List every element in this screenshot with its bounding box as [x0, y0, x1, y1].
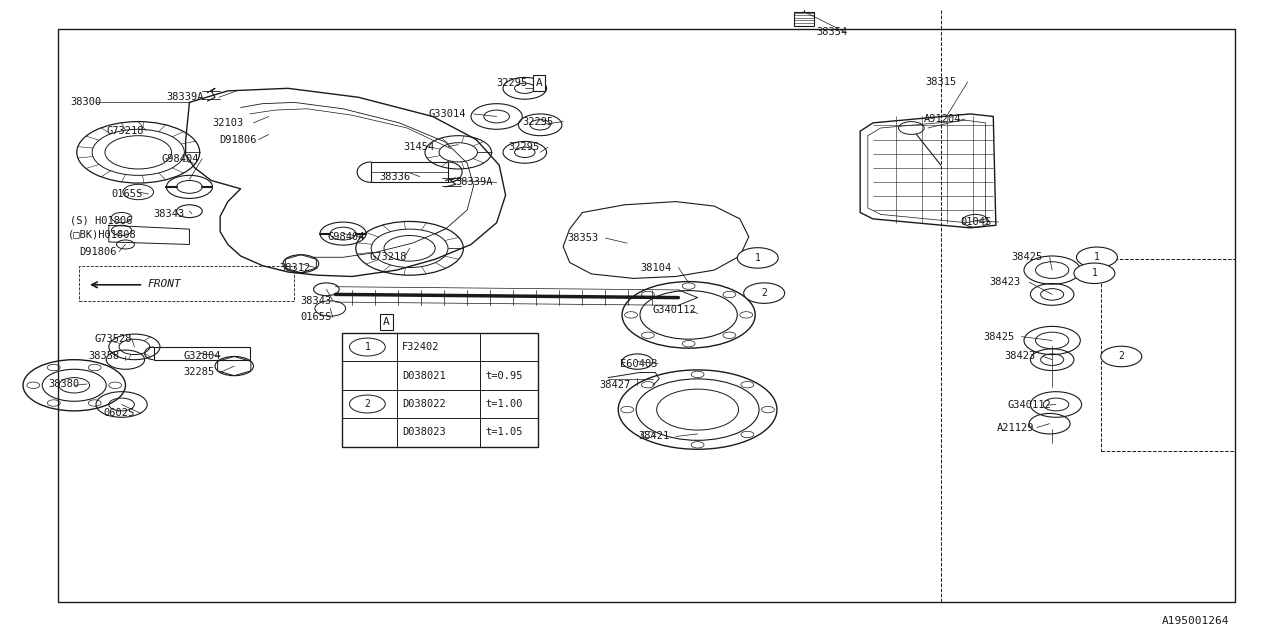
Text: t=1.05: t=1.05 [485, 428, 522, 438]
Text: D91806: D91806 [79, 246, 116, 257]
Circle shape [1076, 247, 1117, 268]
Text: D038021: D038021 [402, 371, 445, 381]
Text: t=1.00: t=1.00 [485, 399, 522, 409]
Text: 38315: 38315 [925, 77, 956, 87]
Text: G33014: G33014 [429, 109, 466, 119]
Text: 1: 1 [1094, 252, 1100, 262]
Bar [154, 347, 250, 360]
Text: 0602S: 0602S [104, 408, 134, 419]
Circle shape [349, 338, 385, 356]
Text: 38300: 38300 [70, 97, 101, 108]
Bar [371, 162, 448, 182]
Text: t=0.95: t=0.95 [485, 371, 522, 381]
Text: 2: 2 [365, 399, 370, 409]
Text: A21129: A21129 [997, 422, 1034, 433]
Text: 32103: 32103 [212, 118, 243, 128]
Text: 38343: 38343 [154, 209, 184, 219]
Text: 38353: 38353 [567, 233, 598, 243]
Text: 38380: 38380 [49, 379, 79, 389]
Text: 32295: 32295 [522, 116, 553, 127]
Text: G98404: G98404 [161, 154, 198, 164]
Text: D038022: D038022 [402, 399, 445, 409]
Text: 38336: 38336 [379, 172, 410, 182]
Text: G32804: G32804 [183, 351, 220, 361]
Text: G340112: G340112 [1007, 400, 1051, 410]
Bar [1101, 259, 1235, 451]
Text: 38427: 38427 [599, 380, 630, 390]
Text: 0165S: 0165S [111, 189, 142, 199]
Text: 38358: 38358 [88, 351, 119, 361]
Text: E60403: E60403 [620, 358, 657, 369]
Text: F32402: F32402 [402, 342, 439, 352]
Circle shape [737, 248, 778, 268]
Text: 38339A: 38339A [166, 92, 204, 102]
Text: (S) H01806: (S) H01806 [70, 215, 133, 225]
Bar [794, 12, 814, 26]
Text: 38343: 38343 [301, 296, 332, 306]
Text: G73528: G73528 [95, 333, 132, 344]
Text: 38421: 38421 [639, 431, 669, 442]
Text: 32295: 32295 [497, 78, 527, 88]
Text: 0104S: 0104S [960, 217, 991, 227]
Text: 31454: 31454 [403, 141, 434, 152]
Text: 38425: 38425 [983, 332, 1014, 342]
Text: G340112: G340112 [653, 305, 696, 316]
Circle shape [1101, 346, 1142, 367]
Bar [342, 333, 538, 447]
Text: A195001264: A195001264 [1161, 616, 1229, 626]
Text: 1: 1 [755, 253, 760, 263]
Text: A: A [535, 78, 543, 88]
Text: 1: 1 [365, 342, 370, 352]
Text: A91204: A91204 [924, 114, 961, 124]
Text: D91806: D91806 [219, 134, 256, 145]
Text: 32285: 32285 [183, 367, 214, 378]
Text: 2: 2 [762, 288, 767, 298]
Circle shape [349, 395, 385, 413]
Text: 38423: 38423 [989, 277, 1020, 287]
Text: 2: 2 [1119, 351, 1124, 362]
Text: G98404: G98404 [328, 232, 365, 242]
Circle shape [1074, 263, 1115, 284]
Text: 38425: 38425 [1011, 252, 1042, 262]
Text: 0165S: 0165S [301, 312, 332, 323]
Text: 38354: 38354 [817, 27, 847, 37]
Text: 38312: 38312 [279, 263, 310, 273]
Text: FRONT: FRONT [147, 279, 180, 289]
Circle shape [744, 283, 785, 303]
Text: 1: 1 [1092, 268, 1097, 278]
Text: 38339A: 38339A [456, 177, 493, 188]
Text: G73218: G73218 [370, 252, 407, 262]
Text: (□BK)H01808: (□BK)H01808 [68, 230, 137, 240]
Text: D038023: D038023 [402, 428, 445, 438]
Text: A: A [383, 317, 390, 327]
Text: G73218: G73218 [106, 125, 143, 136]
Text: 38423: 38423 [1005, 351, 1036, 362]
Text: 32295: 32295 [508, 142, 539, 152]
Bar [79, 266, 294, 301]
Text: 38104: 38104 [640, 262, 671, 273]
